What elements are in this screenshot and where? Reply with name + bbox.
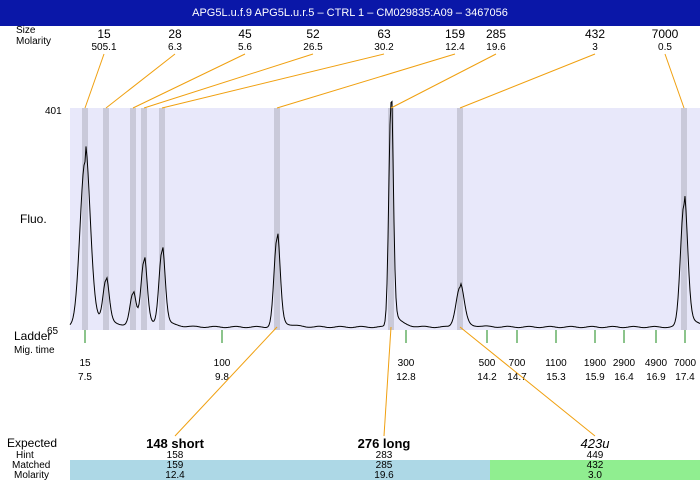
- peak-size-label: 63: [377, 27, 391, 41]
- molarity-value: 12.4: [165, 470, 185, 480]
- peak-band: [681, 108, 687, 330]
- peak-molarity-label: 30.2: [374, 42, 394, 53]
- y-top-label: 401: [45, 106, 62, 117]
- ladder-size-label: 1100: [545, 358, 567, 369]
- peak-molarity-label: 0.5: [658, 42, 672, 53]
- peak-band: [82, 108, 88, 330]
- peak-size-label: 7000: [652, 27, 679, 41]
- expected-label: 148 short: [146, 436, 204, 451]
- mig-time-row-label: Mig. time: [14, 345, 55, 356]
- peak-leader-line: [161, 53, 385, 109]
- ladder-size-label: 7000: [674, 358, 697, 369]
- peak-band: [388, 108, 394, 330]
- matched-value: 432: [587, 460, 604, 471]
- expected-label: 423u: [581, 436, 610, 451]
- peak-leader-line: [132, 53, 246, 109]
- ladder-time-label: 17.4: [675, 372, 695, 383]
- peak-size-label: 285: [486, 27, 506, 41]
- peak-size-label: 432: [585, 27, 605, 41]
- molarity-value: 3.0: [588, 470, 602, 480]
- expected-row-label: Expected: [7, 436, 57, 450]
- peak-molarity-label: 3: [592, 42, 598, 53]
- peak-leader-line: [105, 53, 176, 109]
- matched-row-green: [490, 460, 700, 480]
- matched-value: 285: [376, 460, 393, 471]
- matched-row-label: Matched: [12, 460, 50, 471]
- peak-band: [130, 108, 136, 330]
- peak-molarity-label: 5.6: [238, 42, 252, 53]
- trace-line: [69, 100, 700, 329]
- size-row-label: Size: [16, 25, 36, 36]
- expected-leader-line: [459, 326, 596, 437]
- expected-leader-line: [383, 326, 392, 437]
- peak-molarity-label: 505.1: [91, 42, 116, 53]
- hint-row-label: Hint: [16, 450, 34, 461]
- peak-band: [159, 108, 165, 330]
- ladder-size-label: 15: [79, 358, 91, 369]
- molarity-row-label: Molarity: [16, 36, 51, 47]
- ladder-time-label: 9.8: [215, 372, 229, 383]
- ladder-size-label: 500: [479, 358, 496, 369]
- peak-size-label: 15: [97, 27, 111, 41]
- peak-size-label: 52: [306, 27, 320, 41]
- peak-leader-line: [84, 53, 105, 109]
- peak-band: [141, 108, 147, 330]
- plot-area: [70, 108, 700, 330]
- ladder-size-label: 4900: [645, 358, 668, 369]
- peak-leader-line: [664, 53, 685, 109]
- peak-band: [103, 108, 109, 330]
- molarity-value: 19.6: [374, 470, 394, 480]
- ladder-size-label: 2900: [613, 358, 636, 369]
- ladder-time-label: 15.9: [585, 372, 605, 383]
- molarity-bottom-row-label: Molarity: [14, 470, 49, 480]
- ladder-time-label: 14.2: [477, 372, 497, 383]
- peak-size-label: 28: [168, 27, 182, 41]
- peak-leader-line: [390, 53, 497, 109]
- hint-value: 449: [587, 450, 604, 461]
- peak-molarity-label: 6.3: [168, 42, 182, 53]
- hint-value: 283: [376, 450, 393, 461]
- ladder-row-label: Ladder: [14, 329, 51, 343]
- expected-leader-line: [174, 326, 278, 437]
- peak-leader-line: [276, 53, 456, 109]
- matched-value: 159: [167, 460, 184, 471]
- peak-leader-line: [459, 53, 596, 109]
- expected-label: 276 long: [358, 436, 411, 451]
- peak-size-label: 45: [238, 27, 252, 41]
- peak-band: [274, 108, 280, 330]
- ladder-time-label: 12.8: [396, 372, 416, 383]
- peak-band: [457, 108, 463, 330]
- peak-molarity-label: 12.4: [445, 42, 465, 53]
- peak-molarity-label: 26.5: [303, 42, 323, 53]
- ladder-time-label: 16.9: [646, 372, 666, 383]
- ladder-size-label: 300: [398, 358, 415, 369]
- peak-leader-line: [143, 53, 314, 109]
- ladder-size-label: 100: [214, 358, 231, 369]
- y-axis-label: Fluo.: [20, 212, 47, 226]
- peak-molarity-label: 19.6: [486, 42, 506, 53]
- matched-row-blue: [70, 460, 490, 480]
- ladder-time-label: 15.3: [546, 372, 566, 383]
- ladder-time-label: 7.5: [78, 372, 92, 383]
- ladder-time-label: 16.4: [614, 372, 634, 383]
- y-bottom-label: 65: [47, 326, 59, 337]
- ladder-size-label: 700: [509, 358, 526, 369]
- peak-size-label: 159: [445, 27, 465, 41]
- chart-title: APG5L.u.f.9 APG5L.u.r.5 – CTRL 1 – CM029…: [0, 0, 700, 26]
- hint-value: 158: [167, 450, 184, 461]
- ladder-size-label: 1900: [584, 358, 607, 369]
- ladder-time-label: 14.7: [507, 372, 527, 383]
